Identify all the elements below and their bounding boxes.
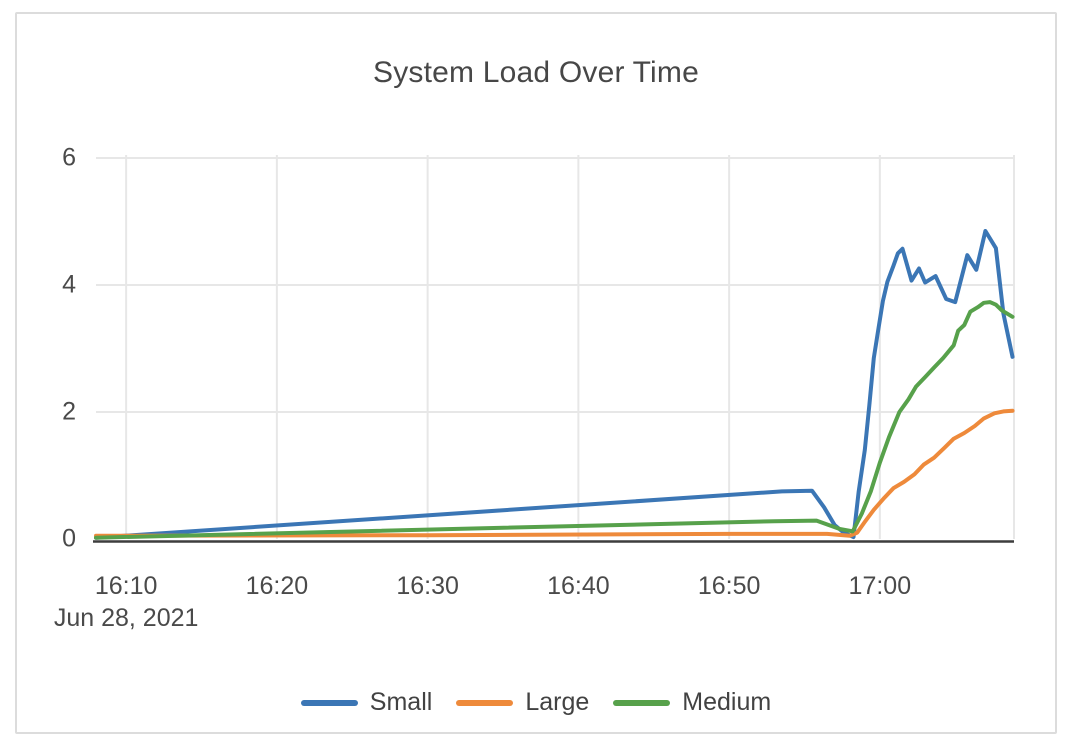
x-tick-label: 16:30 bbox=[396, 572, 459, 600]
chart-title: System Load Over Time bbox=[373, 56, 699, 89]
legend-label: Medium bbox=[682, 688, 772, 716]
series-line-small[interactable] bbox=[94, 229, 1015, 540]
legend-item-large[interactable]: Large bbox=[456, 688, 589, 717]
series-line-medium[interactable] bbox=[94, 300, 1015, 540]
y-tick-label: 6 bbox=[62, 143, 76, 172]
legend-swatch bbox=[456, 699, 514, 706]
x-tick-label: 16:40 bbox=[547, 572, 610, 600]
legend-label: Large bbox=[525, 688, 590, 716]
y-tick-label: 0 bbox=[62, 524, 76, 553]
y-tick-label: 4 bbox=[62, 270, 76, 299]
x-tick-label: 16:50 bbox=[697, 572, 761, 600]
legend-item-small[interactable]: Small bbox=[300, 688, 433, 717]
legend-swatch bbox=[300, 699, 358, 706]
y-tick-label: 2 bbox=[62, 397, 76, 426]
x-tick-label: 16:10 bbox=[94, 572, 158, 600]
legend: Small Large Medium bbox=[0, 688, 1072, 717]
x-tick-label: 17:00 bbox=[848, 572, 912, 600]
legend-label: Small bbox=[369, 688, 433, 716]
legend-item-medium[interactable]: Medium bbox=[613, 688, 771, 717]
x-axis-date-label: Jun 28, 2021 bbox=[53, 604, 199, 632]
legend-swatch bbox=[613, 699, 671, 706]
series-line-large[interactable] bbox=[94, 408, 1015, 538]
x-tick-label: 16:20 bbox=[245, 572, 309, 600]
